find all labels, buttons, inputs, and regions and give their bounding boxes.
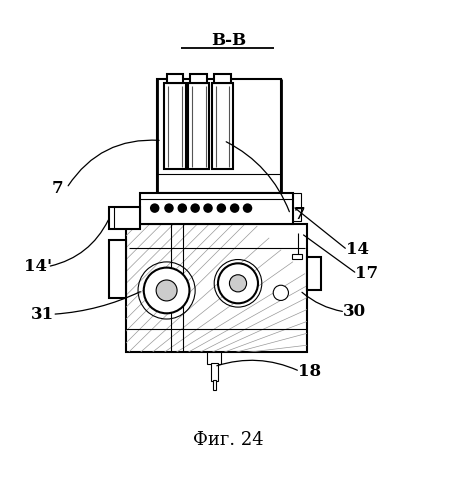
Bar xyxy=(214,74,231,84)
Circle shape xyxy=(164,204,174,213)
Text: 17: 17 xyxy=(355,266,378,282)
Text: 7: 7 xyxy=(51,180,63,196)
Circle shape xyxy=(273,285,288,300)
Circle shape xyxy=(243,204,252,213)
Text: 14': 14' xyxy=(24,258,52,275)
Bar xyxy=(190,74,207,84)
Bar xyxy=(167,74,183,84)
Bar xyxy=(188,84,209,169)
Bar xyxy=(212,84,233,169)
Text: 31: 31 xyxy=(31,306,54,323)
Circle shape xyxy=(203,204,213,213)
Bar xyxy=(292,254,302,258)
Text: Фиг. 24: Фиг. 24 xyxy=(193,432,264,450)
Text: 14: 14 xyxy=(346,242,368,258)
Circle shape xyxy=(218,264,258,304)
Text: В-В: В-В xyxy=(211,32,246,49)
Bar xyxy=(207,352,221,364)
Bar xyxy=(307,257,321,290)
Circle shape xyxy=(217,204,226,213)
Circle shape xyxy=(144,268,189,314)
Circle shape xyxy=(230,204,239,213)
Text: 18: 18 xyxy=(298,363,321,380)
Bar xyxy=(109,240,126,298)
Bar xyxy=(157,78,281,193)
Circle shape xyxy=(178,204,187,213)
Circle shape xyxy=(150,204,159,213)
Bar xyxy=(164,84,186,169)
Bar xyxy=(126,224,307,352)
Text: 30: 30 xyxy=(343,304,366,320)
Circle shape xyxy=(190,204,200,213)
Bar xyxy=(211,364,218,381)
Circle shape xyxy=(156,280,177,301)
Bar xyxy=(213,380,216,390)
Bar xyxy=(293,193,301,222)
Circle shape xyxy=(229,275,247,292)
Text: 7: 7 xyxy=(294,206,306,223)
Bar xyxy=(109,207,140,229)
Bar xyxy=(140,193,293,224)
